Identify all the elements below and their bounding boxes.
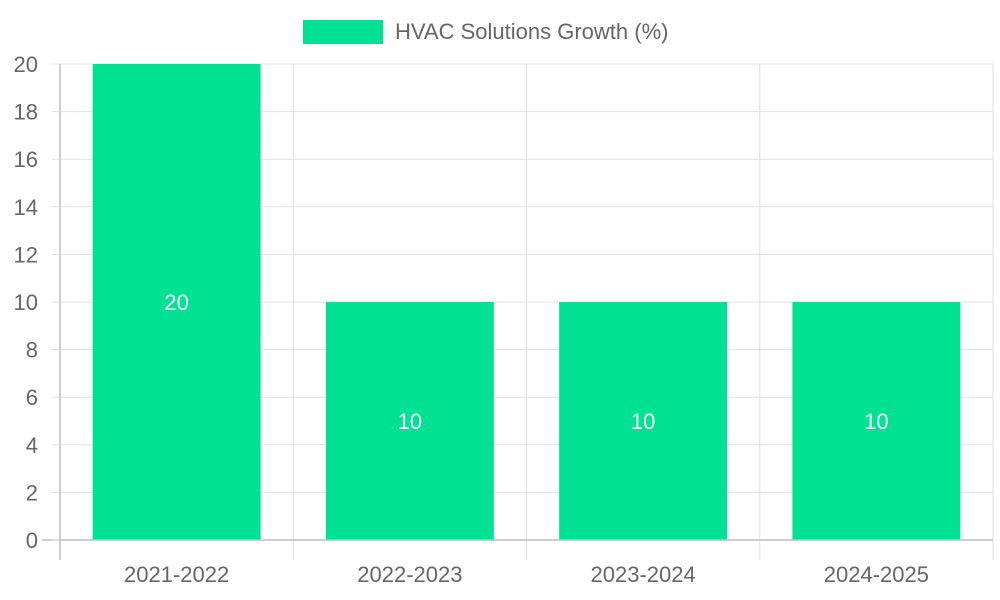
axes [42,63,993,560]
legend-swatch[interactable] [303,20,383,44]
bar-2022-2023[interactable] [325,302,494,540]
legend[interactable]: HVAC Solutions Growth (%) [303,19,668,44]
bar-data-label: 10 [864,409,888,434]
bar-data-label: 20 [164,290,188,315]
y-tick-label: 0 [26,528,38,553]
bar-data-label: 10 [398,409,422,434]
y-tick-label: 2 [26,480,38,505]
x-tick-label: 2022-2023 [357,562,462,587]
bar-data-label: 10 [631,409,655,434]
y-tick-label: 18 [14,100,38,125]
y-tick-label: 8 [26,338,38,363]
y-tick-label: 16 [14,147,38,172]
y-tick-label: 14 [14,195,38,220]
x-tick-label: 2023-2024 [591,562,696,587]
y-tick-label: 20 [14,52,38,77]
bar-2023-2024[interactable] [559,302,728,540]
y-tick-label: 10 [14,290,38,315]
legend-label[interactable]: HVAC Solutions Growth (%) [395,19,668,44]
y-tick-label: 12 [14,242,38,267]
labels: 0 2 4 6 8 10 12 14 16 18 20 20 2021-2022 10 2022-2023 1… [14,52,929,587]
bar-2024-2025[interactable] [792,302,961,540]
x-tick-label: 2024-2025 [824,562,929,587]
y-tick-label: 6 [26,385,38,410]
y-tick-label: 4 [26,433,38,458]
x-tick-label: 2021-2022 [124,562,229,587]
bar-2021-2022[interactable] [92,64,261,540]
bars [92,64,961,540]
